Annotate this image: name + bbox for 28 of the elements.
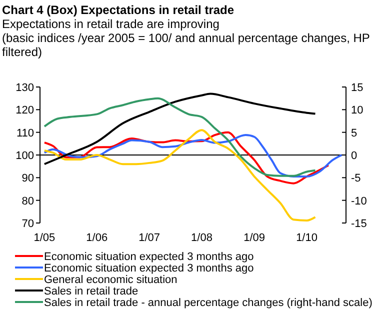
legend-label: General economic situation [44, 274, 178, 286]
x-tick-label: 1/07 [138, 232, 160, 244]
chart-title: Chart 4 (Box) Expectations in retail trade [2, 3, 234, 17]
y2-tick-label: -15 [351, 218, 367, 230]
x-tick-label: 1/08 [191, 232, 212, 244]
x-tick-label: 1/10 [296, 232, 318, 244]
y2-tick-label: -5 [351, 172, 361, 185]
y-tick-label: 130 [16, 82, 34, 94]
y-tick-label: 100 [16, 150, 34, 162]
legend-label: Economic situation expected 3 months ago [44, 251, 254, 263]
y2-tick-label: 10 [351, 104, 364, 117]
y-tick-label: 80 [22, 195, 34, 208]
legend-label: Economic situation expected 3 months ago [44, 262, 254, 274]
chart-subtitle: Expectations in retail trade are improving [2, 17, 220, 31]
y-tick-label: 110 [16, 127, 34, 140]
legend-label: Sales in retail trade [44, 286, 138, 298]
y-tick-label: 90 [22, 172, 34, 185]
text: (basic indices /year 2005 = 100/ and annual percentage changes, HP filtered) [2, 31, 370, 59]
y2-tick-label: 5 [351, 127, 358, 140]
x-tick-label: 1/09 [244, 232, 266, 244]
y2-tick-label: 0 [351, 150, 358, 162]
y-tick-label: 120 [16, 104, 34, 117]
x-tick-label: 1/06 [86, 232, 108, 244]
y2-tick-label: -10 [351, 195, 367, 208]
x-tick-label: 1/05 [34, 232, 56, 244]
legend-label: Sales in retail trade - annual percentage changes (right-hand scale) [44, 297, 372, 309]
y-tick-label: 70 [22, 218, 34, 230]
y2-tick-label: 15 [351, 82, 364, 94]
